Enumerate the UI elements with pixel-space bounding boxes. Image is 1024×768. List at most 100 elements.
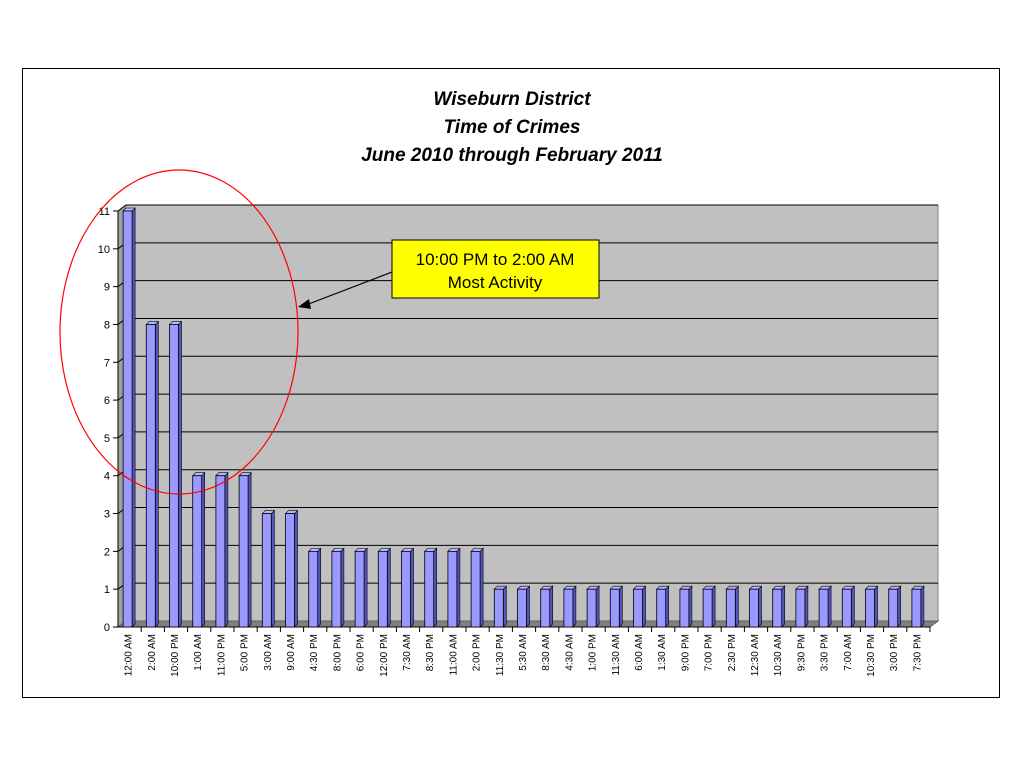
x-tick-label: 3:30 PM [820, 634, 831, 671]
bar-side [456, 547, 461, 628]
chart-title-line-2: Time of Crimes [443, 117, 581, 138]
bar-side [874, 585, 878, 628]
bar [702, 588, 713, 628]
bar-side [201, 472, 205, 628]
bar-side [781, 585, 786, 628]
bar [145, 324, 156, 628]
bar [772, 588, 783, 628]
bar [865, 588, 875, 628]
bar-side [317, 547, 322, 628]
chart-title-line-3: June 2010 through February 2011 [361, 145, 663, 166]
y-tick-label: 10 [98, 244, 110, 256]
bar [285, 513, 295, 628]
bar-side [688, 585, 693, 628]
x-tick-label: 1:30 AM [657, 634, 668, 671]
bar [215, 475, 226, 628]
y-tick-label: 7 [104, 357, 110, 369]
x-tick-label: 3:00 PM [889, 634, 900, 671]
x-tick-label: 7:00 AM [843, 634, 854, 671]
bar-side [897, 585, 902, 628]
x-tick-label: 7:00 PM [704, 634, 715, 671]
x-tick-label: 3:00 AM [263, 634, 274, 671]
bar [633, 588, 643, 628]
x-tick-label: 11:00 PM [216, 634, 227, 676]
gridline-side [117, 204, 127, 212]
bar [354, 550, 365, 628]
bar [795, 588, 806, 628]
bar [377, 550, 388, 628]
x-tick-label: 10:30 PM [866, 634, 877, 677]
bar-side [920, 585, 925, 628]
bar [447, 550, 458, 628]
chart-frame [22, 68, 1000, 698]
y-tick-label: 11 [99, 206, 110, 218]
y-tick-label: 1 [104, 584, 110, 596]
x-tick-label: 6:00 PM [356, 634, 367, 671]
bar [841, 588, 852, 628]
bar-side [502, 585, 507, 628]
bar [401, 550, 411, 628]
callout-arrow-line [305, 271, 393, 306]
x-tick-label: 9:00 AM [286, 634, 297, 671]
bar-side [758, 585, 762, 628]
x-tick-label: 2:30 PM [727, 634, 738, 671]
bar-side [827, 585, 832, 628]
x-tick-label: 10:00 PM [170, 634, 181, 677]
bar-side [410, 547, 414, 628]
x-tick-label: 12:00 AM [124, 634, 135, 676]
y-tick-label: 9 [104, 282, 110, 294]
x-tick-label: 11:00 AM [448, 634, 459, 676]
x-tick-label: 8:00 PM [332, 634, 343, 671]
x-tick-label: 8:30 PM [425, 634, 436, 671]
bar [818, 588, 829, 628]
bar-side [642, 585, 646, 628]
bar-side [224, 472, 229, 628]
callout-box [391, 239, 600, 299]
bar [192, 475, 203, 628]
bar-side [270, 509, 275, 628]
bar-side [850, 585, 855, 628]
bar-side [479, 547, 484, 628]
y-tick-label: 0 [104, 622, 110, 634]
y-tick-label: 5 [104, 433, 110, 445]
x-tick-label: 7:30 AM [402, 634, 413, 671]
y-tick-label: 8 [104, 319, 110, 331]
x-tick-label: 1:00 AM [193, 634, 204, 671]
callout-line-1: 10:00 PM to 2:00 AM [416, 250, 575, 269]
bar-side [572, 585, 577, 628]
x-tick-label: 6:00 AM [634, 634, 645, 671]
x-tick-label: 4:30 AM [564, 634, 575, 671]
x-tick-label: 1:00 PM [588, 634, 599, 671]
x-tick-label: 12:00 PM [379, 634, 390, 677]
bar [238, 475, 249, 628]
x-tick-label: 11:30 PM [495, 634, 506, 676]
x-tick-label: 7:30 PM [912, 634, 923, 671]
bar [888, 588, 899, 628]
bar-side [155, 320, 159, 628]
callout-line-2: Most Activity [448, 273, 543, 292]
bar [679, 588, 690, 628]
bar-side [618, 585, 623, 628]
bar-side [178, 320, 182, 628]
x-tick-label: 11:30 AM [611, 634, 622, 676]
chart-title-line-1: Wiseburn District [433, 89, 591, 110]
y-tick-label: 4 [104, 471, 110, 483]
x-tick-label: 12:30 AM [750, 634, 761, 676]
bar [122, 210, 133, 628]
bar [540, 588, 551, 628]
bar-side [549, 585, 554, 628]
bar-side [711, 585, 716, 628]
x-tick-label: 10:30 AM [773, 634, 784, 676]
highlight-ellipse [59, 169, 299, 495]
bar [331, 550, 342, 628]
bar [609, 588, 620, 628]
bar [261, 513, 272, 628]
bar [424, 550, 435, 628]
x-tick-label: 5:30 AM [518, 634, 529, 671]
x-tick-label: 4:30 PM [309, 634, 320, 671]
bar-side [363, 547, 368, 628]
bar-side [294, 509, 298, 628]
bar-side [595, 585, 600, 628]
y-tick-label: 2 [104, 546, 110, 558]
bar-side [804, 585, 809, 628]
